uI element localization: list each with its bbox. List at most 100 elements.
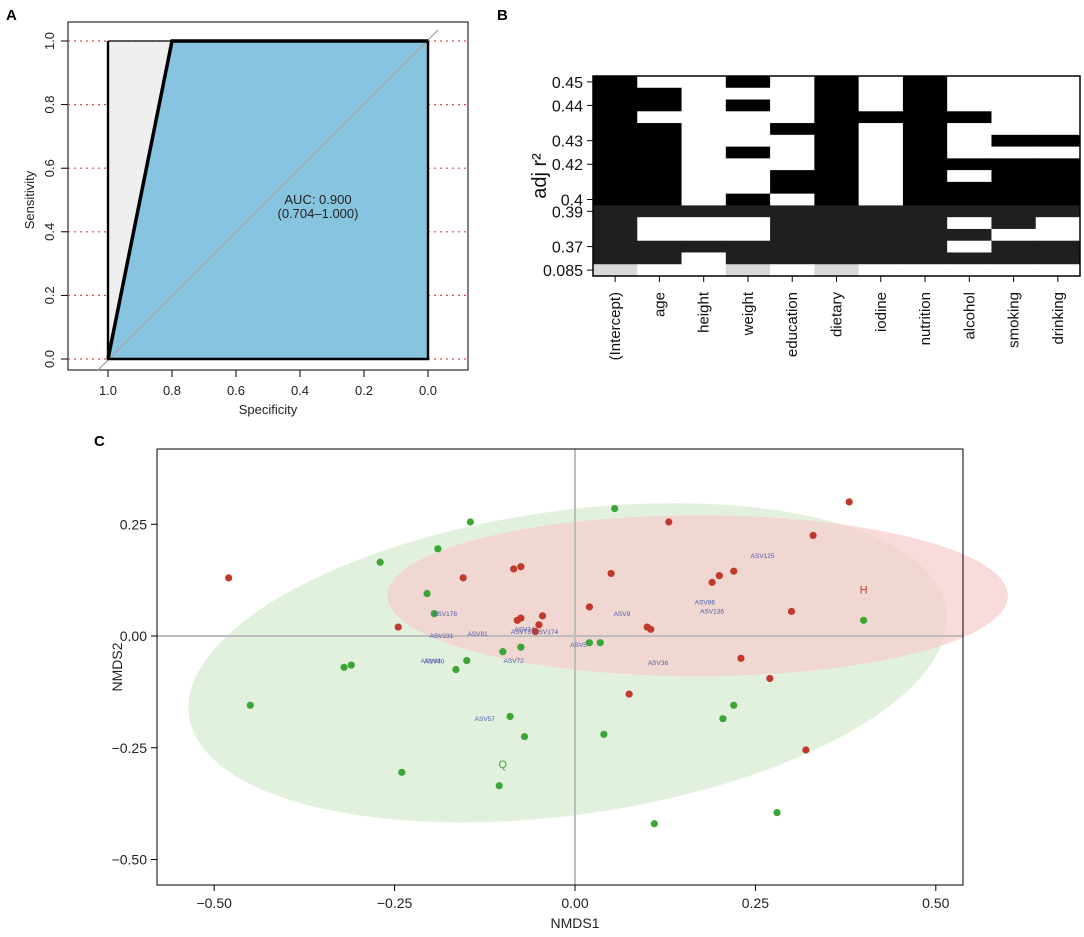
heatmap-cell-11-7 [902, 205, 948, 218]
heatmap-cell-11-3 [725, 205, 771, 218]
heatmap-cell-13-4 [770, 228, 815, 242]
heatmap-cell-6-10 [1035, 146, 1081, 159]
heatmap-cell-6-9 [991, 146, 1037, 159]
heatmap-cell-3-0 [593, 111, 638, 124]
nmds-asv-label-11: ASV5 [570, 642, 587, 649]
heatmap-cell-13-8 [947, 228, 992, 242]
heatmap-cell-9-1 [637, 181, 683, 195]
heatmap-cell-2-1 [637, 99, 683, 112]
heatmap-cell-2-7 [902, 99, 948, 112]
heatmap-cell-6-7 [902, 146, 948, 159]
nmds-asv-label-15: ASV125 [751, 553, 775, 560]
nmds-asv-label-5: ASV72 [504, 658, 525, 665]
roc-y-ticks: 0.0 0.2 0.4 0.6 0.8 1.0 [42, 32, 68, 368]
panel-label-a: A [6, 7, 17, 24]
heatmap-cell-14-0 [593, 240, 638, 253]
roc-auc-label: AUC: 0.900 [284, 192, 351, 207]
heatmap-cell-16-7 [902, 264, 948, 277]
nmds-x-tick-label-0: −0.50 [196, 895, 232, 911]
heatmap-cell-0-10 [1035, 76, 1081, 89]
heatmap-cell-4-2 [681, 123, 727, 136]
roc-curve [106, 39, 428, 360]
nmds-point-q-7 [434, 545, 442, 553]
heatmap-cell-12-10 [1035, 217, 1081, 230]
heatmap-cell-3-5 [814, 111, 860, 124]
heatmap-cell-5-4 [770, 134, 815, 148]
heatmap-cell-8-4 [770, 170, 815, 183]
nmds-point-q-14 [520, 732, 529, 741]
heatmap-cell-5-5 [814, 134, 860, 148]
heatmap-cell-2-8 [947, 99, 992, 112]
heatmap-cell-8-8 [947, 170, 992, 183]
heatmap-cell-11-8 [947, 205, 992, 218]
heatmap-cell-5-8 [947, 134, 992, 148]
heatmap-column-label-3: weight [740, 291, 757, 336]
heatmap-cell-10-1 [637, 193, 683, 206]
heatmap-cell-12-5 [814, 217, 860, 230]
nmds-asv-label-12: ASV36 [648, 660, 669, 667]
heatmap-cell-10-2 [681, 193, 727, 206]
roc-x-tick-label-1: 0.8 [163, 383, 181, 398]
panel-label-b: B [497, 7, 508, 24]
roc-y-tick-label-2: 0.4 [42, 223, 57, 241]
heatmap-cell-6-8 [947, 146, 992, 159]
heatmap-cell-7-4 [770, 158, 815, 171]
heatmap-cell-10-7 [902, 193, 948, 206]
heatmap-cell-9-5 [814, 181, 860, 195]
heatmap-y-tick-label-2: 0.43 [552, 134, 583, 151]
heatmap-cells [593, 76, 1081, 277]
heatmap-cell-7-7 [902, 158, 948, 171]
heatmap-cell-11-5 [814, 205, 860, 218]
nmds-point-h-1 [394, 623, 402, 631]
heatmap-cell-11-1 [637, 205, 683, 218]
heatmap-cell-8-2 [681, 170, 727, 183]
nmds-asv-label-10: ASV9 [614, 611, 631, 618]
heatmap-cell-6-3 [725, 146, 771, 159]
heatmap-cell-2-5 [814, 99, 860, 112]
heatmap-cell-2-3 [725, 99, 771, 112]
roc-ci-label: (0.704–1.000) [278, 206, 359, 221]
heatmap-cell-5-6 [858, 134, 904, 148]
nmds-point-h-22 [845, 498, 853, 506]
heatmap-cell-13-7 [902, 228, 948, 242]
nmds-point-q-0 [246, 701, 254, 709]
nmds-y-tick-label-0: −0.50 [112, 852, 148, 868]
heatmap-cell-10-9 [991, 193, 1037, 206]
heatmap-cell-9-0 [593, 181, 638, 195]
heatmap-cell-11-2 [681, 205, 727, 218]
heatmap-cell-12-2 [681, 217, 727, 230]
nmds-point-q-21 [719, 715, 727, 723]
heatmap-cell-11-9 [991, 205, 1037, 218]
heatmap-cell-7-9 [991, 158, 1037, 171]
heatmap-cell-13-9 [991, 228, 1037, 242]
heatmap-cell-4-5 [814, 123, 860, 136]
heatmap-y-axis-title: adj r² [529, 153, 551, 199]
nmds-ellipse-h [387, 515, 1008, 677]
heatmap-cell-16-2 [681, 264, 727, 277]
nmds-asv-label-6: ASV57 [475, 716, 496, 723]
heatmap-cell-4-3 [725, 123, 771, 136]
nmds-x-tick-label-2: 0.00 [561, 895, 588, 911]
heatmap-cell-3-9 [991, 111, 1037, 124]
heatmap-cell-6-1 [637, 146, 683, 159]
heatmap-cell-5-10 [1035, 134, 1081, 148]
heatmap-cell-1-1 [637, 87, 683, 101]
heatmap-cell-15-5 [814, 252, 860, 265]
heatmap-cell-5-2 [681, 134, 727, 148]
nmds-point-h-0 [225, 574, 233, 582]
heatmap-cell-10-8 [947, 193, 992, 206]
heatmap-cell-9-9 [991, 181, 1037, 195]
heatmap-cell-4-10 [1035, 123, 1081, 136]
nmds-x-tick-label-1: −0.25 [377, 895, 413, 911]
heatmap-cell-6-4 [770, 146, 815, 159]
heatmap-cell-16-1 [637, 264, 683, 277]
nmds-point-h-17 [730, 567, 738, 575]
roc-plot-frame [67, 21, 469, 371]
heatmap-cell-13-0 [593, 228, 638, 242]
heatmap-cell-11-4 [770, 205, 815, 218]
nmds-asv-label-9: ASV174 [534, 629, 558, 636]
heatmap-cell-15-0 [593, 252, 638, 265]
heatmap-cell-7-8 [947, 158, 992, 171]
